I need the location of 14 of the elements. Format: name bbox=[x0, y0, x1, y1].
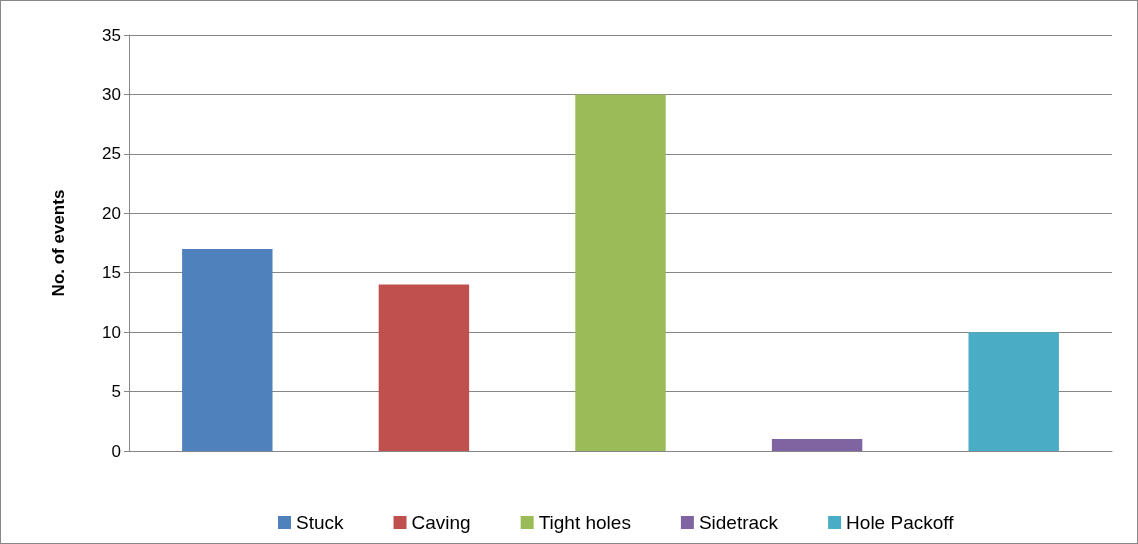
y-axis-title: No. of events bbox=[49, 189, 68, 297]
legend-label: Sidetrack bbox=[698, 512, 779, 533]
y-tick-label: 5 bbox=[111, 382, 121, 402]
y-tick-label: 0 bbox=[111, 441, 121, 461]
legend-label: Tight holes bbox=[538, 512, 631, 533]
y-tick-label: 10 bbox=[102, 322, 121, 342]
y-tick-label: 20 bbox=[102, 203, 121, 223]
y-tick-label: 15 bbox=[102, 263, 121, 283]
legend-label: Caving bbox=[411, 512, 471, 533]
legend-label: Stuck bbox=[296, 512, 345, 533]
y-tick-label: 35 bbox=[102, 25, 121, 45]
y-tick-label: 25 bbox=[102, 144, 121, 164]
legend-label: Hole Packoff bbox=[846, 512, 955, 533]
y-tick-label: 30 bbox=[102, 84, 121, 104]
